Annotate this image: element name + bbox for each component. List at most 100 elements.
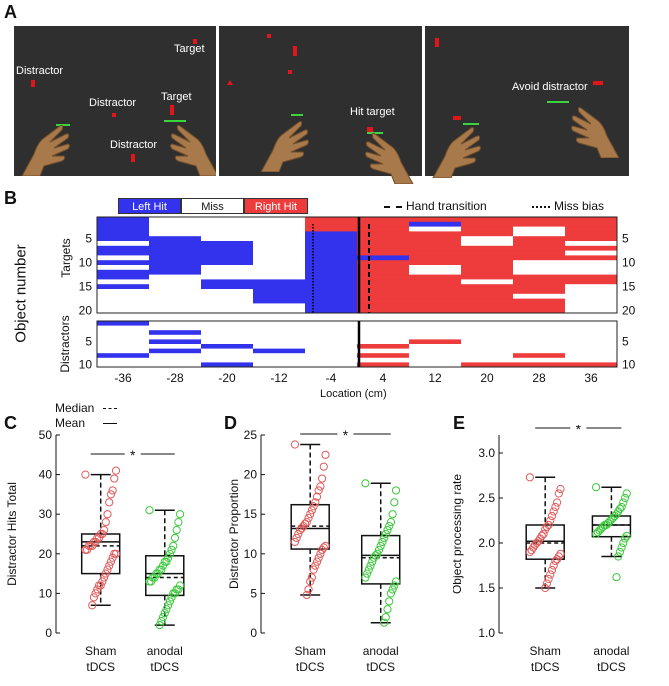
data-point — [165, 597, 174, 606]
target-cell — [149, 279, 202, 285]
data-point — [145, 506, 154, 515]
target-cell — [409, 217, 462, 223]
target-cell — [201, 289, 254, 295]
distractor-cell — [357, 357, 410, 363]
target-cell — [357, 245, 410, 252]
target-cell — [357, 293, 410, 300]
hand-marker-right — [367, 132, 383, 134]
distractor-cell — [409, 348, 462, 354]
legend-miss-bias-line — [532, 206, 550, 208]
x-tick-label: 4 — [380, 371, 387, 385]
target-cell — [461, 284, 514, 290]
legend-median-line — [103, 408, 117, 409]
hit-map-chart: -36 -28 -20 -12 -4 4 12 20 28 36 5 5 10 10 15 15 20 20 5 5… — [79, 216, 636, 385]
data-point — [160, 557, 169, 566]
data-point — [91, 589, 100, 598]
target-cell — [97, 255, 150, 261]
target-cell — [409, 303, 462, 309]
label-distractor-1: Distractor — [16, 65, 64, 77]
data-point — [162, 605, 171, 614]
target-cell — [201, 303, 254, 309]
target-cell — [97, 279, 150, 285]
target-cell — [513, 274, 566, 280]
target-cell — [357, 303, 410, 309]
y-tick-label: 20 — [244, 468, 258, 482]
y-tick-label: 5 — [85, 335, 92, 349]
data-point — [88, 601, 97, 610]
data-point — [319, 543, 328, 552]
panel-letter-b: B — [4, 188, 17, 208]
target-cell — [565, 289, 618, 295]
target-cell — [253, 221, 306, 228]
target-cell — [253, 245, 306, 252]
distractor-cell — [357, 348, 410, 354]
data-point — [385, 521, 394, 531]
distractor-cell — [97, 321, 150, 327]
target-cell — [201, 265, 254, 271]
label-hit-target: Hit target — [350, 106, 395, 118]
left-hand-icon — [432, 127, 481, 178]
data-point — [371, 551, 380, 560]
distractor-cell — [201, 325, 254, 331]
x-tick-label: 20 — [480, 371, 494, 385]
target-cell — [97, 260, 150, 266]
data-point — [551, 502, 560, 512]
label-avoid-distractor: Avoid distractor — [512, 81, 588, 93]
distractor-cell — [461, 344, 514, 350]
target-cell — [97, 265, 150, 271]
target-cell — [565, 293, 618, 300]
target-cell — [305, 221, 358, 228]
data-point — [304, 585, 313, 594]
target-cell — [513, 260, 566, 266]
data-point — [593, 528, 602, 537]
distractor-cell — [461, 357, 514, 363]
target-cell — [305, 289, 358, 295]
target-cell — [565, 303, 618, 309]
distractor-cell — [357, 353, 410, 359]
target-cell — [97, 241, 150, 247]
target-cell — [97, 250, 150, 256]
target-cell — [149, 293, 202, 300]
target-cell — [149, 269, 202, 276]
distractor-cell — [305, 357, 358, 363]
distractor-cell — [409, 362, 462, 368]
target-cell — [305, 226, 358, 232]
target-cell — [253, 265, 306, 271]
target-cell — [513, 279, 566, 285]
target-cell — [201, 250, 254, 256]
target-cell — [513, 289, 566, 295]
distractor-cell — [253, 325, 306, 331]
target-cell — [513, 236, 566, 242]
target-cell — [357, 308, 410, 314]
target-cell — [97, 293, 150, 300]
target-cell — [461, 279, 514, 285]
target-object — [193, 39, 197, 44]
data-point — [364, 565, 373, 574]
x-tick-label: -4 — [326, 371, 337, 385]
distractor-cell — [305, 339, 358, 345]
target-cell — [461, 217, 514, 223]
data-point — [556, 484, 565, 494]
distractor-cell — [305, 321, 358, 327]
target-object — [288, 70, 292, 74]
distractor-cell — [149, 325, 202, 331]
target-cell — [565, 221, 618, 228]
target-cell — [253, 241, 306, 247]
target-cell — [253, 217, 306, 223]
data-point — [385, 597, 394, 606]
target-cell — [253, 284, 306, 290]
y-tick-label: 25 — [244, 428, 258, 442]
distractor-cell — [409, 334, 462, 340]
target-cell — [305, 231, 358, 237]
target-cell — [461, 274, 514, 280]
label-distractor-2: Distractor — [89, 97, 137, 109]
data-point — [620, 493, 630, 503]
target-cell — [409, 231, 462, 237]
target-cell — [461, 293, 514, 300]
target-cell — [513, 308, 566, 314]
target-cell — [513, 293, 566, 300]
distractor-cell — [201, 348, 254, 354]
distractor-cell — [97, 330, 150, 336]
target-cell — [149, 260, 202, 266]
data-point — [165, 549, 174, 558]
